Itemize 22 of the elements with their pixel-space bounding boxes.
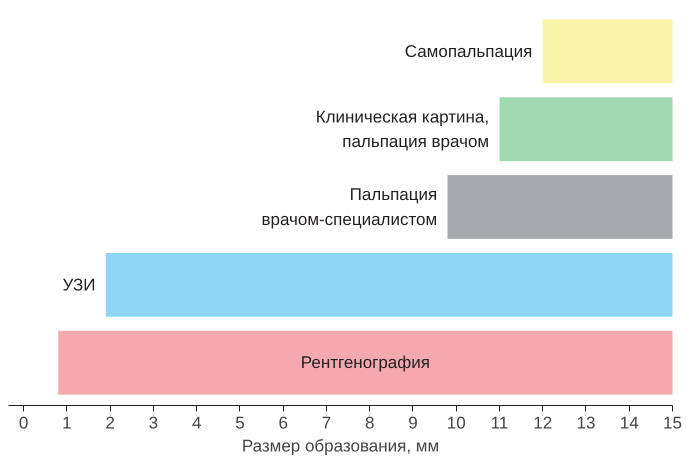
x-tick-label: 2 bbox=[105, 414, 115, 432]
y-tick-label: Пальпация врачом-специалистом bbox=[261, 185, 438, 229]
x-tick-label: 9 bbox=[408, 414, 418, 432]
x-axis-title: Размер образования, мм bbox=[242, 436, 440, 456]
y-tick-label: Рентгенография bbox=[300, 353, 430, 372]
x-tick-label: 1 bbox=[62, 414, 72, 432]
y-tick-label: УЗИ bbox=[62, 275, 96, 294]
y-tick-label: Самопальпация bbox=[404, 42, 532, 61]
x-tick-label: 5 bbox=[235, 414, 245, 432]
x-tick-label: 3 bbox=[148, 414, 158, 432]
x-tick-label: 12 bbox=[533, 414, 552, 432]
x-tick-label: 13 bbox=[576, 414, 596, 432]
x-tick-label: 11 bbox=[490, 414, 508, 432]
x-tick-label: 4 bbox=[192, 414, 202, 432]
x-tick-label: 7 bbox=[322, 414, 332, 432]
x-tick-label: 0 bbox=[18, 414, 28, 432]
y-tick-label: Клиническая картина, пальпация врачом bbox=[316, 107, 490, 152]
x-tick-label: 6 bbox=[278, 414, 288, 432]
x-tick-label: 15 bbox=[663, 414, 682, 432]
x-tick-label: 14 bbox=[620, 414, 639, 432]
x-tick-label: 10 bbox=[446, 414, 466, 432]
x-tick-label: 8 bbox=[364, 414, 374, 432]
